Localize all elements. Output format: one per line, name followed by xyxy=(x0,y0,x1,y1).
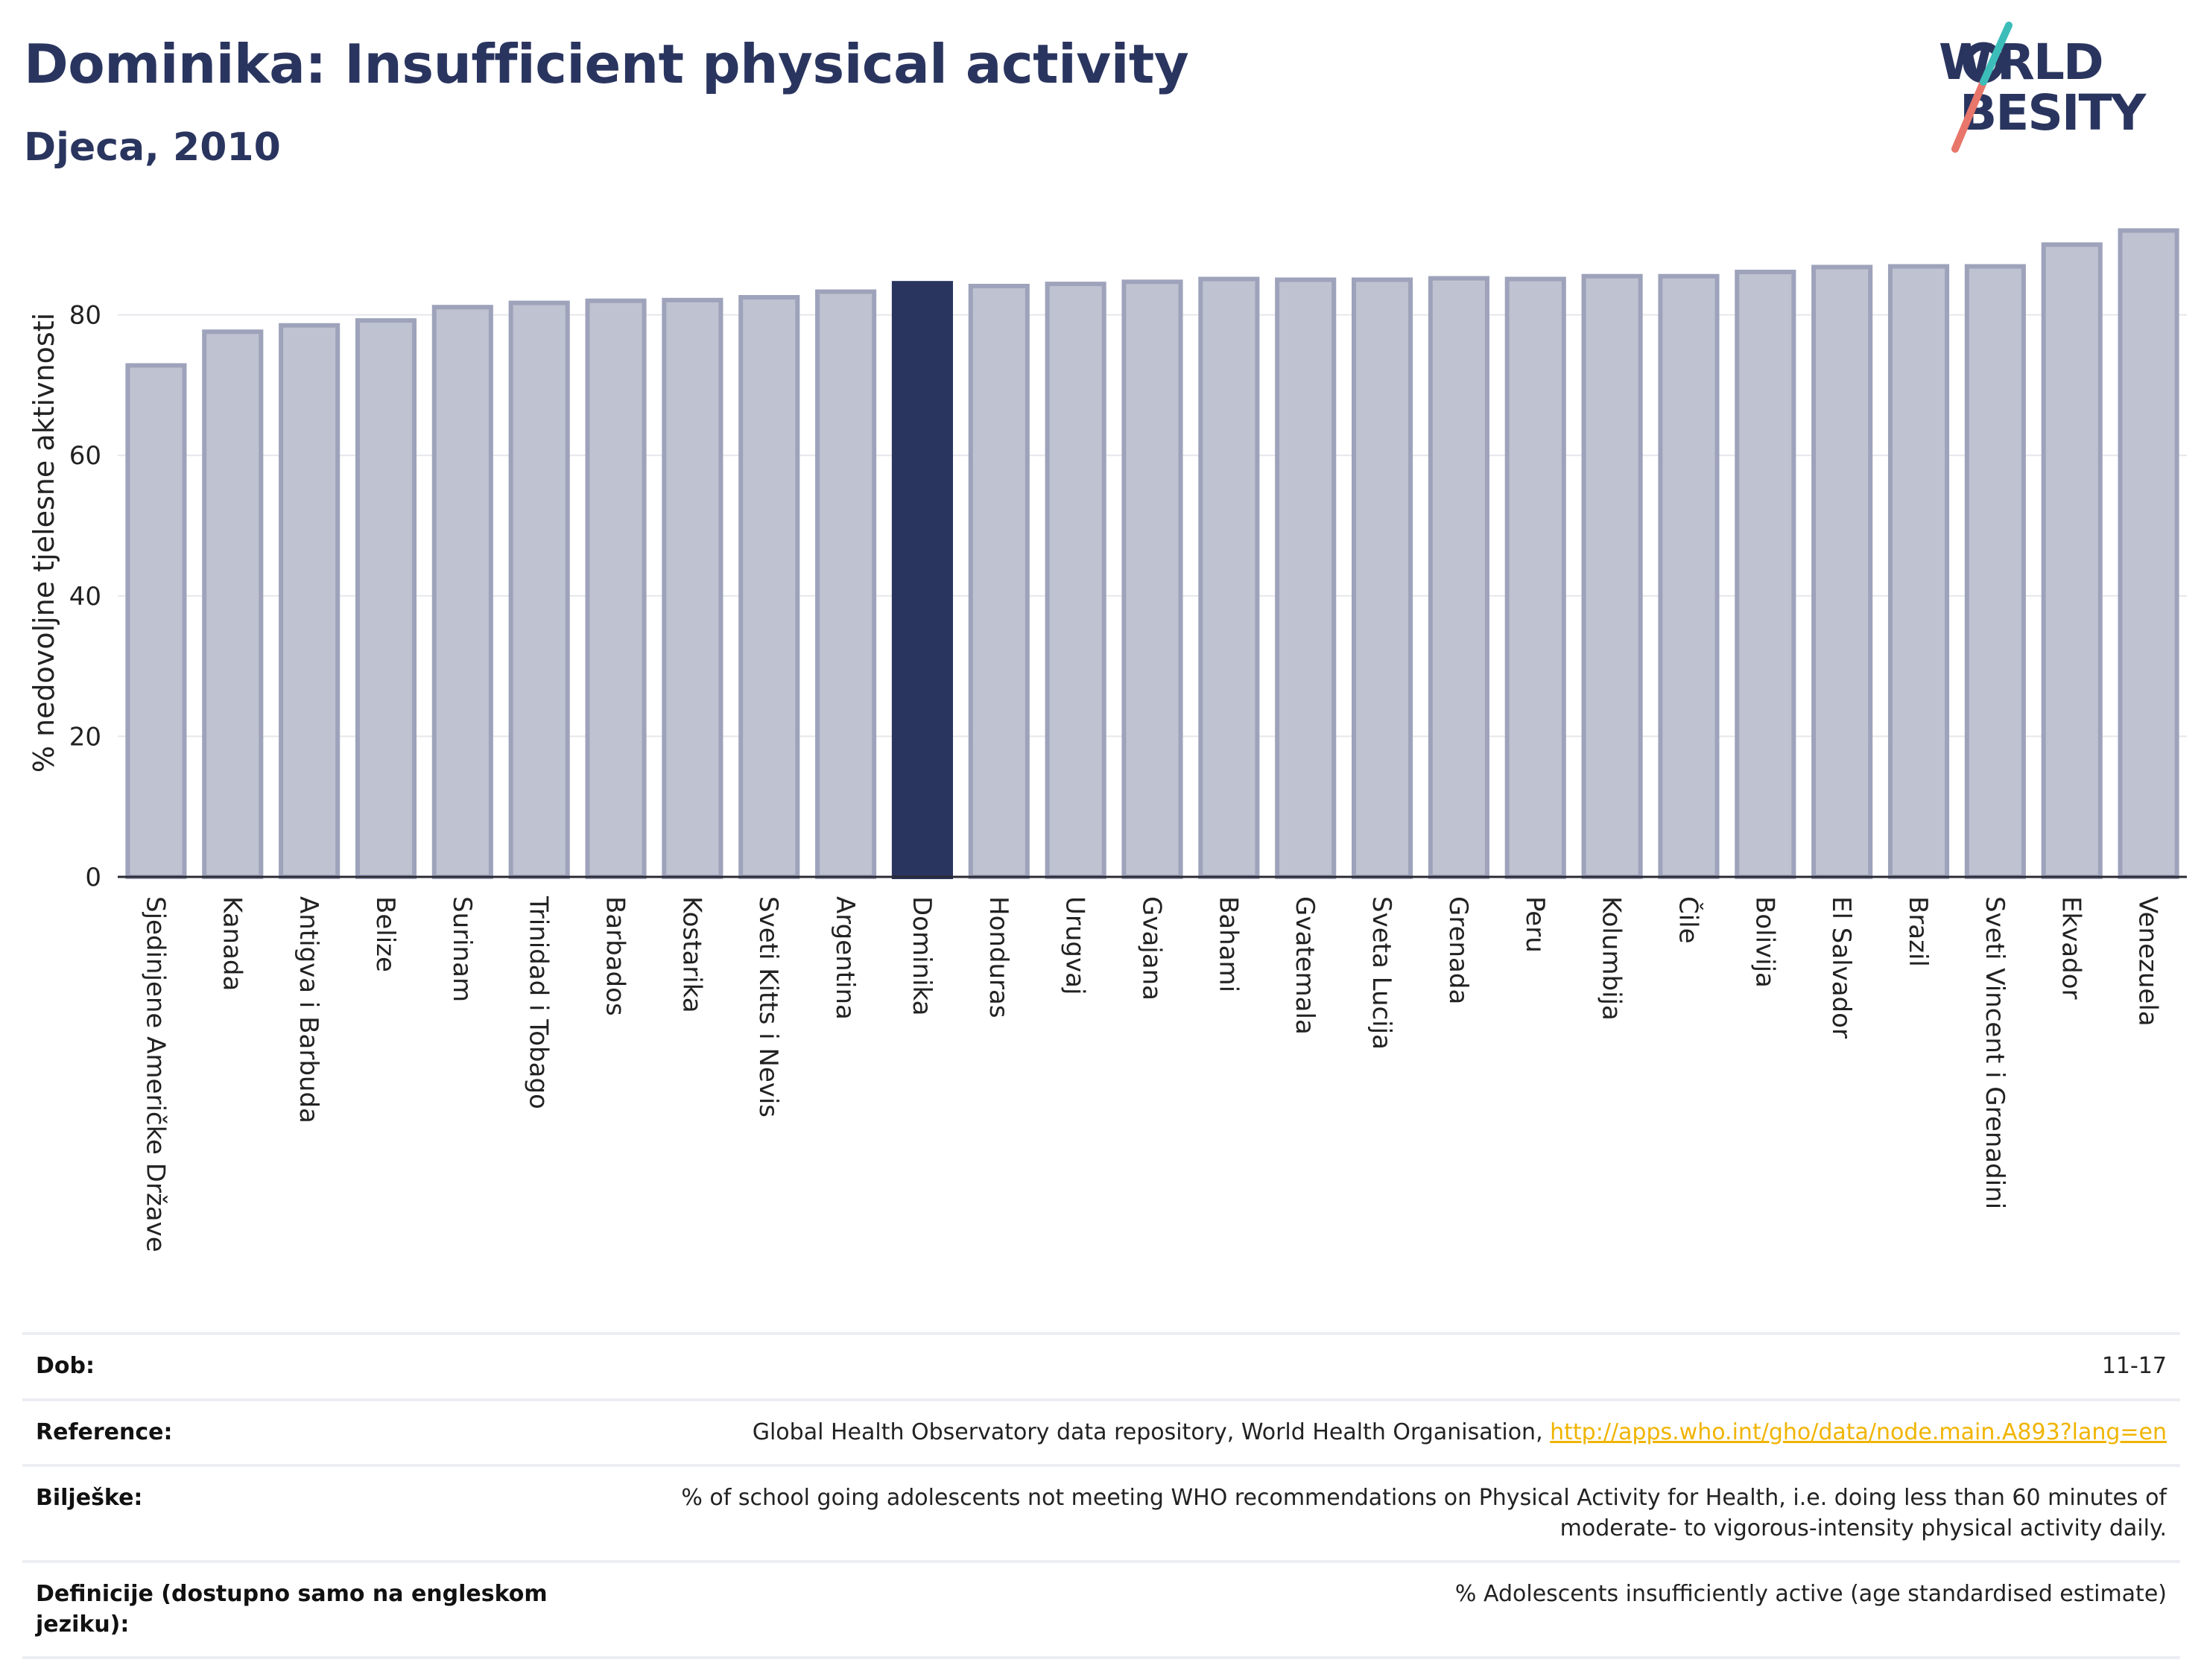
x-tick-label: Dominika xyxy=(907,896,937,1015)
x-tick-label: Honduras xyxy=(984,896,1013,1018)
x-tick-label: Belize xyxy=(370,896,400,972)
meta-row-age: Dob: 11-17 xyxy=(22,1332,2180,1400)
bar xyxy=(1504,276,1566,879)
bar xyxy=(1735,270,1796,879)
meta-key: Bilješke: xyxy=(22,1464,571,1562)
bar xyxy=(431,305,493,880)
bar xyxy=(815,289,877,879)
x-tick-label: Argentina xyxy=(830,896,860,1020)
meta-key: Definicije (dostupno samo na engleskom j… xyxy=(22,1560,571,1659)
bar xyxy=(508,300,570,879)
y-tick-label: 20 xyxy=(69,722,101,752)
metadata-table: Dob: 11-17 Reference: Global Health Obse… xyxy=(22,1332,2180,1659)
x-tick-label: Ekvador xyxy=(2056,896,2086,1000)
bar xyxy=(125,363,187,879)
x-tick-label: Kanada xyxy=(217,896,247,991)
x-tick-label: Grenada xyxy=(1443,896,1473,1004)
x-tick-label: Bahami xyxy=(1213,896,1243,992)
bar xyxy=(1121,279,1183,879)
world-obesity-logo[interactable]: W RLD BESITY xyxy=(1937,21,2191,162)
meta-value: Global Health Observatory data repositor… xyxy=(571,1398,2180,1465)
x-tick-label: Trinidad i Tobago xyxy=(524,896,554,1109)
y-tick-label: 40 xyxy=(69,582,101,612)
meta-value: % Adolescents insufficiently active (age… xyxy=(571,1560,2180,1659)
meta-key: Reference: xyxy=(22,1398,571,1465)
bar-chart: 0 20 40 60 80 % nedovoljne tjelesne aktivnost… xyxy=(28,228,2187,1252)
bar xyxy=(585,298,647,879)
x-tick-label: Sjedinjene Američke Države xyxy=(140,896,170,1252)
reference-link[interactable]: http://apps.who.int/gho/data/node.main.A… xyxy=(1550,1419,2167,1445)
meta-value: % of school going adolescents not meetin… xyxy=(571,1464,2180,1562)
bar xyxy=(1887,264,1950,879)
x-tick-label: Peru xyxy=(1520,896,1550,953)
chart-title: Dominika: Insufficient physical activity xyxy=(24,33,1189,95)
bar xyxy=(202,329,264,880)
meta-row-definitions: Definicije (dostupno samo na engleskom j… xyxy=(22,1560,2180,1659)
chart-subtitle: Djeca, 2010 xyxy=(24,125,281,170)
x-tick-label: Sveta Lucija xyxy=(1367,896,1396,1050)
x-tick-label: Surinam xyxy=(447,896,477,1002)
bar xyxy=(738,295,800,880)
meta-row-reference: Reference: Global Health Observatory dat… xyxy=(22,1398,2180,1465)
y-tick-label: 60 xyxy=(69,441,101,471)
x-tick-label: Sveti Kitts i Nevis xyxy=(753,896,783,1118)
bar xyxy=(1352,277,1413,879)
x-tick-label: Sveti Vincent i Grenadini xyxy=(1980,896,2010,1209)
bar xyxy=(355,318,417,879)
bar xyxy=(279,323,341,879)
bar xyxy=(1811,264,1873,879)
svg-text:RLD: RLD xyxy=(1997,34,2103,91)
x-tick-label: Brazil xyxy=(1903,896,1933,967)
bar xyxy=(2118,228,2179,879)
bar xyxy=(1428,276,1489,880)
x-tick-label: Gvajana xyxy=(1137,896,1167,1001)
bar xyxy=(1045,282,1106,879)
bar xyxy=(891,281,953,880)
meta-value: 11-17 xyxy=(571,1332,2180,1400)
x-tick-label: Kolumbija xyxy=(1597,896,1627,1021)
meta-key: Dob: xyxy=(22,1332,571,1400)
x-tick-label: Gvatemala xyxy=(1290,896,1320,1035)
y-tick-label: 0 xyxy=(85,863,101,893)
bar xyxy=(1275,277,1337,879)
bar xyxy=(1658,273,1720,879)
x-tick-label: Venezuela xyxy=(2133,896,2163,1027)
x-tick-label: Barbados xyxy=(601,896,630,1016)
bar xyxy=(1198,276,1260,879)
x-tick-label: Bolivija xyxy=(1749,896,1779,988)
y-axis-title: % nedovoljne tjelesne aktivnosti xyxy=(28,313,60,773)
y-tick-label: 80 xyxy=(69,301,101,331)
x-tick-label: Kostarika xyxy=(677,896,706,1013)
bar xyxy=(968,283,1030,879)
x-tick-label: El Salvador xyxy=(1826,896,1856,1039)
bar xyxy=(1964,264,2026,879)
bar xyxy=(2041,242,2103,879)
bar xyxy=(1581,273,1643,879)
x-tick-label: Čile xyxy=(1673,896,1703,944)
meta-row-notes: Bilješke: % of school going adolescents … xyxy=(22,1464,2180,1562)
x-tick-label: Urugvaj xyxy=(1060,896,1090,995)
bar xyxy=(662,297,723,880)
svg-text:BESITY: BESITY xyxy=(1960,84,2147,142)
reference-text: Global Health Observatory data repositor… xyxy=(752,1419,1551,1445)
x-tick-label: Antigva i Barbuda xyxy=(294,896,323,1123)
